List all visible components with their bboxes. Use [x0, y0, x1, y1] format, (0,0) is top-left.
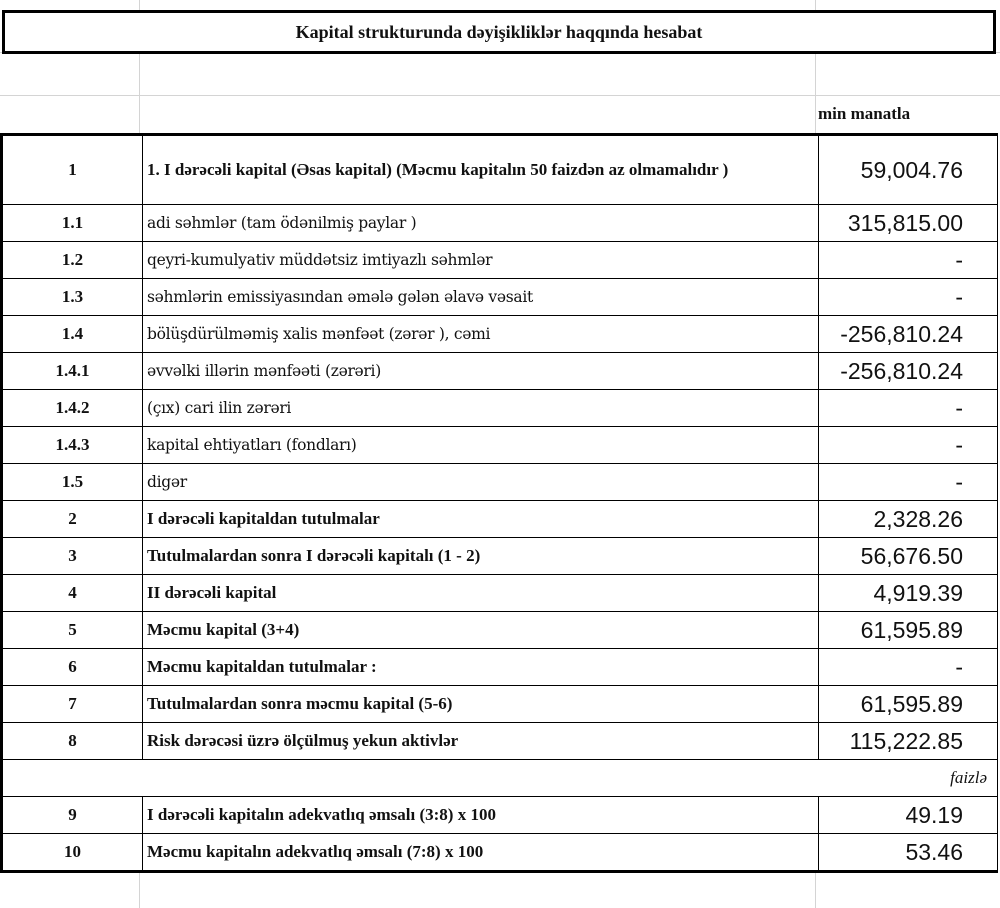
row-label-cell[interactable]: Məcmu kapital (3+4)	[142, 611, 819, 649]
row-label-cell[interactable]: səhmlərin emissiyasından əmələ gələn əla…	[142, 278, 819, 316]
row-number-cell[interactable]: 3	[1, 537, 143, 575]
row-label-cell[interactable]: Məcmu kapitalın adekvatlıq əmsalı (7:8) …	[142, 833, 819, 872]
row-value-cell[interactable]: -	[818, 463, 998, 501]
row-label-cell[interactable]: qeyri-kumulyativ müddətsiz imtiyazlı səh…	[142, 241, 819, 279]
row-value-cell[interactable]: 115,222.85	[818, 722, 998, 760]
row-label-cell[interactable]: I dərəcəli kapitaldan tutulmalar	[142, 500, 819, 538]
row-value-cell[interactable]: -	[818, 426, 998, 464]
table-row: 1.2 qeyri-kumulyativ müddətsiz imtiyazlı …	[1, 241, 998, 279]
table-row: 1.1 adi səhmlər (tam ödənilmiş paylar ) 31…	[1, 204, 998, 242]
row-number-cell[interactable]: 1.4.1	[1, 352, 143, 390]
table-row: 1.4.1 əvvəlki illərin mənfəəti (zərəri) -2…	[1, 352, 998, 390]
row-number-cell[interactable]: 1	[1, 134, 143, 205]
row-number-cell[interactable]: 5	[1, 611, 143, 649]
table-row: 1.3 səhmlərin emissiyasından əmələ gələn …	[1, 278, 998, 316]
table-row: 1.4.3 kapital ehtiyatları (fondları) -	[1, 426, 998, 464]
row-value-cell[interactable]: 53.46	[818, 833, 998, 872]
row-label-cell[interactable]: Risk dərəcəsi üzrə ölçülmuş yekun aktivl…	[142, 722, 819, 760]
ratio-row: 10 Məcmu kapitalın adekvatlıq əmsalı (7:8…	[1, 833, 998, 872]
row-number-cell[interactable]: 9	[1, 796, 143, 834]
row-number-cell[interactable]: 1.4.3	[1, 426, 143, 464]
row-value-cell[interactable]: 4,919.39	[818, 574, 998, 612]
row-value-cell[interactable]: 2,328.26	[818, 500, 998, 538]
row-label-cell[interactable]: digər	[142, 463, 819, 501]
row-value-cell[interactable]: 49.19	[818, 796, 998, 834]
table-row: 1.4 bölüşdürülməmiş xalis mənfəət (zərər …	[1, 315, 998, 353]
row-label-cell[interactable]: Tutulmalardan sonra I dərəcəli kapitalı …	[142, 537, 819, 575]
row-label-cell[interactable]: Məcmu kapitaldan tutulmalar :	[142, 648, 819, 686]
table-row: 7 Tutulmalardan sonra məcmu kapital (5-6)…	[1, 685, 998, 723]
row-value-cell[interactable]: 61,595.89	[818, 685, 998, 723]
row-value-cell[interactable]: 315,815.00	[818, 204, 998, 242]
row-number-cell[interactable]: 1.3	[1, 278, 143, 316]
row-number-cell[interactable]: 8	[1, 722, 143, 760]
row-label-cell[interactable]: (çıx) cari ilin zərəri	[142, 389, 819, 427]
percent-label[interactable]: faizlə	[0, 759, 998, 797]
row-number-cell[interactable]: 7	[1, 685, 143, 723]
row-value-cell[interactable]: 59,004.76	[818, 134, 998, 205]
table-row: 3 Tutulmalardan sonra I dərəcəli kapitalı…	[1, 537, 998, 575]
row-label-cell[interactable]: adi səhmlər (tam ödənilmiş paylar )	[142, 204, 819, 242]
row-label-cell[interactable]: II dərəcəli kapital	[142, 574, 819, 612]
row-value-cell[interactable]: -	[818, 241, 998, 279]
table-row: 5 Məcmu kapital (3+4) 61,595.89	[1, 611, 998, 649]
row-number-cell[interactable]: 2	[1, 500, 143, 538]
row-label-cell[interactable]: bölüşdürülməmiş xalis mənfəət (zərər ), …	[142, 315, 819, 353]
row-label-cell[interactable]: əvvəlki illərin mənfəəti (zərəri)	[142, 352, 819, 390]
percent-header-row: faizlə	[0, 759, 998, 797]
table-row: 1.4.2 (çıx) cari ilin zərəri -	[1, 389, 998, 427]
table-row: 8 Risk dərəcəsi üzrə ölçülmuş yekun aktiv…	[1, 722, 998, 760]
row-number-cell[interactable]: 10	[1, 833, 143, 872]
row-number-cell[interactable]: 4	[1, 574, 143, 612]
row-value-cell[interactable]: 61,595.89	[818, 611, 998, 649]
row-value-cell[interactable]: -256,810.24	[818, 352, 998, 390]
gridline	[0, 95, 1000, 96]
row-number-cell[interactable]: 6	[1, 648, 143, 686]
table-row: 4 II dərəcəli kapital 4,919.39	[1, 574, 998, 612]
row-number-cell[interactable]: 1.1	[1, 204, 143, 242]
table-row: 1.5 digər -	[1, 463, 998, 501]
row-value-cell[interactable]: -	[818, 389, 998, 427]
unit-label[interactable]: min manatla	[818, 104, 911, 123]
report-title[interactable]: Kapital strukturunda dəyişikliklər haqqı…	[2, 10, 996, 54]
row-number-cell[interactable]: 1.5	[1, 463, 143, 501]
table-row: 1 1. I dərəcəli kapital (Əsas kapital) (M…	[1, 134, 998, 205]
row-value-cell[interactable]: -	[818, 648, 998, 686]
row-value-cell[interactable]: -	[818, 278, 998, 316]
row-number-cell[interactable]: 1.4	[1, 315, 143, 353]
row-number-cell[interactable]: 1.2	[1, 241, 143, 279]
row-label-cell[interactable]: 1. I dərəcəli kapital (Əsas kapital) (Mə…	[142, 134, 819, 205]
row-label-cell[interactable]: kapital ehtiyatları (fondları)	[142, 426, 819, 464]
row-label-cell[interactable]: Tutulmalardan sonra məcmu kapital (5-6)	[142, 685, 819, 723]
row-label-cell[interactable]: I dərəcəli kapitalın adekvatlıq əmsalı (…	[142, 796, 819, 834]
row-value-cell[interactable]: 56,676.50	[818, 537, 998, 575]
table-row: 6 Məcmu kapitaldan tutulmalar :-	[1, 648, 998, 686]
capital-structure-table: 1 1. I dərəcəli kapital (Əsas kapital) (M…	[0, 133, 998, 873]
row-number-cell[interactable]: 1.4.2	[1, 389, 143, 427]
row-value-cell[interactable]: -256,810.24	[818, 315, 998, 353]
